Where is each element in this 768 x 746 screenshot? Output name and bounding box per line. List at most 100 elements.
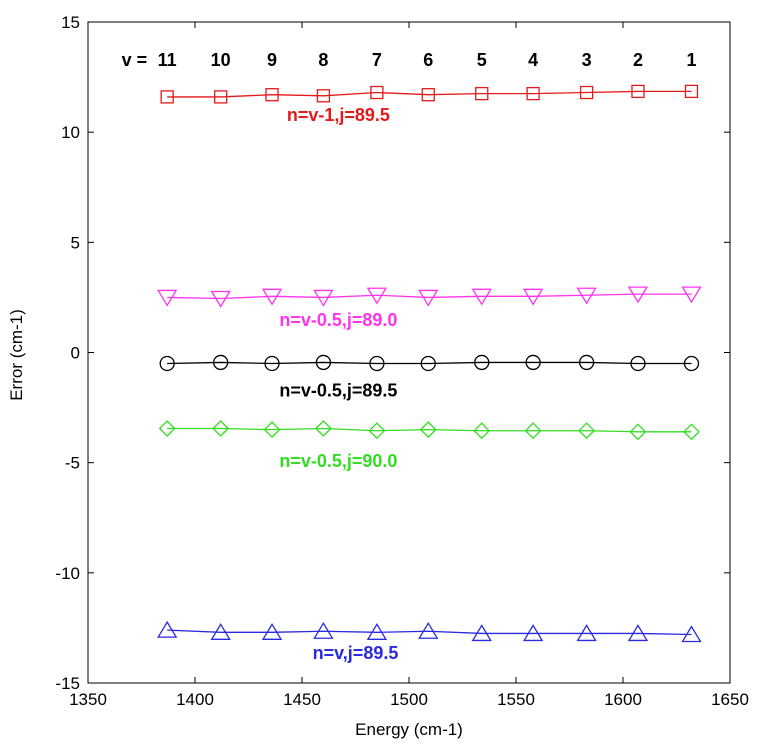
- data-point-square: [265, 88, 279, 102]
- series-line: [167, 361, 692, 365]
- series-line: [167, 427, 692, 433]
- y-tick-label: 10: [61, 123, 80, 142]
- data-point-square: [214, 90, 228, 104]
- data-point-square: [160, 90, 174, 104]
- x-tick-label: 1450: [283, 690, 321, 709]
- data-point-triangle-up: [366, 623, 388, 640]
- v-prefix-label: v =: [122, 50, 148, 70]
- data-point-triangle-down: [157, 289, 178, 307]
- data-point-circle: [264, 355, 280, 372]
- data-point-circle: [420, 355, 436, 372]
- data-point-triangle-up: [210, 623, 231, 640]
- data-point-square: [684, 84, 699, 99]
- data-point-triangle-down: [366, 287, 388, 305]
- data-point-triangle-down: [418, 289, 439, 307]
- x-tick-label: 1600: [604, 690, 642, 709]
- data-point-triangle-down: [313, 289, 334, 307]
- v-label: 8: [318, 50, 328, 70]
- v-label: 7: [372, 50, 382, 70]
- data-point-triangle-down: [210, 290, 231, 308]
- v-label: 6: [423, 50, 433, 70]
- data-point-diamond: [314, 420, 332, 437]
- v-label: 1: [686, 50, 696, 70]
- v-label: 4: [528, 50, 538, 70]
- data-point-diamond: [629, 423, 647, 441]
- data-point-triangle-up: [576, 624, 597, 642]
- y-tick-label: -5: [65, 454, 80, 473]
- v-label: 2: [633, 50, 643, 70]
- data-point-triangle-down: [471, 288, 492, 306]
- y-tick-label: -15: [55, 674, 80, 693]
- series-label: n=v-0.5,j=89.0: [279, 310, 397, 330]
- x-tick-label: 1500: [390, 690, 428, 709]
- axis-ticks: 1350 1400 1450 1500 1550 1600 1650 -15 -10 -5 0 5 10…: [55, 13, 748, 709]
- y-tick-label: 0: [71, 344, 80, 363]
- data-point-circle: [578, 354, 595, 371]
- data-point-circle: [159, 355, 175, 372]
- data-point-circle: [525, 354, 541, 371]
- data-point-diamond: [263, 421, 281, 439]
- data-point-circle: [474, 354, 490, 371]
- data-point-circle: [630, 355, 646, 372]
- series-label: n=v-0.5,j=89.5: [279, 381, 397, 401]
- y-tick-label: 15: [61, 13, 80, 32]
- x-tick-label: 1550: [497, 690, 535, 709]
- data-point-circle: [213, 354, 229, 371]
- data-point-triangle-up: [627, 624, 649, 642]
- series-label: n=v-0.5,j=90.0: [279, 451, 397, 471]
- data-point-square: [526, 86, 540, 101]
- data-point-circle: [683, 355, 700, 372]
- data-point-triangle-down: [261, 288, 283, 306]
- data-point-square: [475, 86, 489, 101]
- y-tick-label: -10: [55, 564, 80, 583]
- y-axis-label: Error (cm-1): [7, 309, 26, 401]
- data-point-diamond: [524, 422, 542, 440]
- series-line: [167, 293, 692, 300]
- x-tick-label: 1350: [69, 690, 107, 709]
- v-label: 9: [267, 50, 277, 70]
- data-point-triangle-up: [313, 621, 334, 639]
- v-label: 10: [211, 50, 231, 70]
- series-lines: [167, 90, 692, 636]
- series-label: n=v-1,j=89.5: [287, 105, 390, 125]
- data-point-triangle-down: [522, 288, 544, 306]
- data-point-triangle-down: [627, 286, 649, 304]
- data-point-triangle-up: [418, 621, 439, 639]
- data-point-square: [370, 85, 384, 100]
- series-line: [167, 629, 692, 636]
- data-point-triangle-down: [681, 286, 702, 304]
- x-axis-label: Energy (cm-1): [355, 720, 463, 739]
- data-point-triangle-up: [261, 623, 283, 640]
- series-label: n=v,j=89.5: [313, 643, 399, 663]
- y-tick-label: 5: [71, 233, 80, 252]
- annotations: n=v-1,j=89.5 n=v-0.5,j=89.0 n=v-0.5,j=89.5…: [122, 50, 697, 663]
- v-label: 5: [477, 50, 487, 70]
- data-point-triangle-down: [576, 287, 597, 305]
- data-point-circle: [369, 355, 385, 372]
- data-point-square: [316, 89, 331, 103]
- data-point-diamond: [212, 420, 230, 437]
- data-point-diamond: [368, 422, 386, 440]
- data-point-diamond: [158, 420, 176, 437]
- series-line: [167, 90, 692, 98]
- data-point-square: [631, 84, 645, 99]
- data-point-triangle-up: [471, 624, 492, 642]
- data-point-diamond: [683, 423, 700, 441]
- data-point-diamond: [419, 421, 437, 439]
- data-point-triangle-up: [522, 624, 544, 642]
- x-tick-label: 1650: [711, 690, 749, 709]
- data-point-triangle-up: [157, 620, 178, 638]
- data-point-square: [579, 85, 594, 100]
- plot-border: [87, 21, 731, 684]
- plot-frame: [87, 21, 731, 684]
- data-point-square: [421, 88, 435, 102]
- v-label: 11: [158, 50, 177, 70]
- data-point-diamond: [578, 422, 596, 440]
- data-point-triangle-up: [681, 625, 702, 643]
- x-tick-label: 1400: [176, 690, 214, 709]
- series-markers: [157, 84, 702, 643]
- v-label: 3: [582, 50, 592, 70]
- data-point-circle: [315, 354, 332, 371]
- data-point-diamond: [473, 422, 491, 440]
